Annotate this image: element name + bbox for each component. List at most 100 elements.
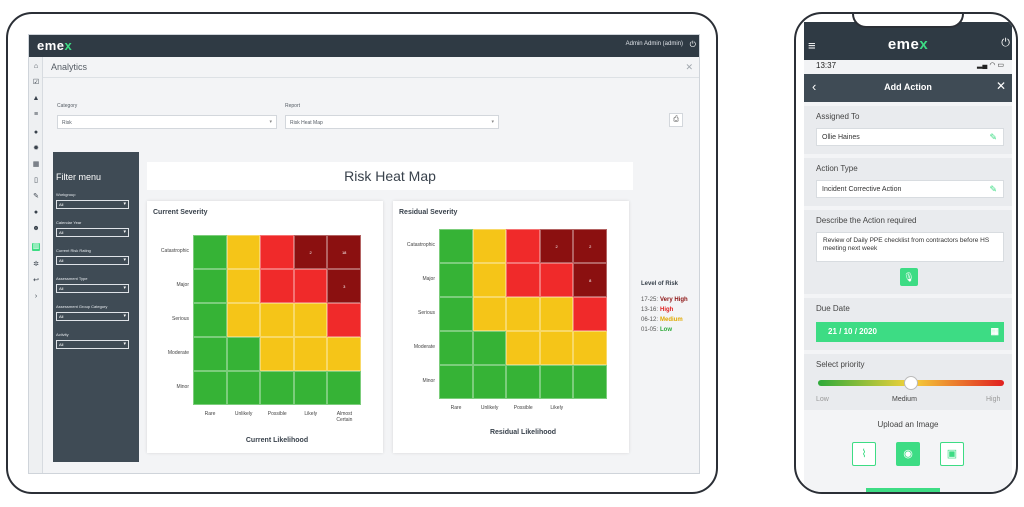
filter-select[interactable]: All ▾: [56, 228, 129, 237]
heatmap-cell[interactable]: [226, 337, 261, 371]
heatmap-cell[interactable]: [573, 365, 607, 399]
gear-icon[interactable]: ✹: [33, 145, 39, 152]
heatmap-cell[interactable]: [260, 371, 294, 405]
analytics-icon[interactable]: ▥: [32, 243, 40, 251]
heatmap-cell[interactable]: [193, 371, 227, 405]
status-bar: 13:37 ▂▄ ◠ ▭: [804, 60, 1012, 74]
heatmap-cell[interactable]: [439, 229, 473, 263]
report-select[interactable]: Risk Heat Map ▾: [285, 115, 499, 129]
heatmap-cell[interactable]: [439, 263, 473, 297]
category-select[interactable]: Risk ▾: [57, 115, 277, 129]
power-icon[interactable]: ⏻: [1001, 37, 1010, 49]
heatmap-cell[interactable]: [472, 331, 507, 365]
assigned-to-label: Assigned To: [816, 112, 860, 121]
microphone-button[interactable]: 🎙: [900, 268, 918, 286]
user-menu[interactable]: Admin Admin (admin): [625, 41, 683, 47]
assigned-to-field[interactable]: Ollie Haines ✎: [816, 128, 1004, 146]
logout-icon[interactable]: ↩: [33, 277, 39, 284]
heatmap-cell[interactable]: [193, 337, 227, 371]
heatmap-cell[interactable]: 18: [327, 235, 361, 269]
heatmap-cell[interactable]: 2: [539, 229, 574, 263]
hamburger-menu-icon[interactable]: ≡: [808, 38, 816, 53]
action-type-field[interactable]: Incident Corrective Action ✎: [816, 180, 1004, 198]
heatmap-cell[interactable]: [193, 303, 227, 337]
heatmap-cell[interactable]: [472, 365, 507, 399]
pencil-icon[interactable]: ✎: [989, 132, 997, 142]
heatmap-cell[interactable]: [506, 263, 540, 297]
close-icon[interactable]: ✕: [995, 79, 1006, 93]
list-icon[interactable]: ≡: [33, 111, 39, 118]
heatmap-cell[interactable]: [472, 297, 507, 331]
describe-action-textarea[interactable]: Review of Daily PPE checklist from contr…: [816, 232, 1004, 262]
warning-icon[interactable]: ▲: [32, 95, 40, 102]
heatmap-cell[interactable]: [293, 303, 328, 337]
emex-logo[interactable]: emex: [37, 38, 73, 53]
calendar-icon[interactable]: ▦: [32, 161, 40, 168]
attach-button[interactable]: ⌇: [852, 442, 876, 466]
chevron-right-icon[interactable]: ›: [34, 293, 38, 300]
heatmap-cell[interactable]: [327, 303, 361, 337]
heatmap-cell[interactable]: [260, 235, 294, 269]
calendar-icon[interactable]: ▦: [990, 326, 999, 336]
heatmap-cell[interactable]: [327, 371, 361, 405]
heatmap-cell[interactable]: [573, 297, 607, 331]
heatmap-cell[interactable]: 8: [573, 263, 607, 297]
close-icon[interactable]: ✕: [685, 62, 693, 72]
document-icon[interactable]: ▯: [34, 177, 38, 184]
chat-icon[interactable]: ●: [33, 129, 39, 136]
heatmap-cell[interactable]: [439, 365, 473, 399]
heatmap-cell[interactable]: 2: [293, 235, 328, 269]
heatmap-cell[interactable]: 3: [327, 269, 361, 303]
heatmap-cell[interactable]: [260, 303, 294, 337]
filter-select[interactable]: All ▾: [56, 256, 129, 265]
heatmap-cell[interactable]: [226, 303, 261, 337]
people-icon[interactable]: ☻: [32, 225, 40, 232]
info-icon[interactable]: ●: [33, 209, 39, 216]
heatmap-cell[interactable]: [293, 371, 328, 405]
heatmap-cell[interactable]: [327, 337, 361, 371]
heatmap-cell[interactable]: [506, 331, 540, 365]
heatmap-cell[interactable]: [506, 297, 540, 331]
heatmap-cell[interactable]: [193, 235, 227, 269]
pencil-icon[interactable]: ✎: [989, 184, 997, 194]
heatmap-cell[interactable]: [193, 269, 227, 303]
gallery-button[interactable]: ▣: [940, 442, 964, 466]
heatmap-cell[interactable]: [539, 297, 574, 331]
heatmap-cell[interactable]: [472, 263, 507, 297]
heatmap-cell[interactable]: [573, 331, 607, 365]
print-button[interactable]: ⎙: [669, 113, 683, 127]
heatmap-cell[interactable]: [226, 269, 261, 303]
emex-logo[interactable]: emex: [887, 36, 929, 53]
heatmap-cell[interactable]: [226, 235, 261, 269]
settings-icon[interactable]: ✲: [33, 261, 39, 268]
heatmap-cell[interactable]: [439, 297, 473, 331]
home-icon[interactable]: ⌂: [33, 63, 39, 70]
heatmap-cell[interactable]: [260, 269, 294, 303]
heatmap-cell[interactable]: [293, 269, 328, 303]
heatmap-cell[interactable]: [539, 263, 574, 297]
add-action-title: Add Action: [884, 82, 932, 92]
power-icon[interactable]: ⏻: [689, 40, 696, 49]
heatmap-cell[interactable]: 2: [573, 229, 607, 263]
filter-select[interactable]: All ▾: [56, 284, 129, 293]
heatmap-cell[interactable]: [472, 229, 507, 263]
filter-select[interactable]: All ▾: [56, 200, 129, 209]
priority-slider[interactable]: [818, 376, 1004, 390]
heatmap-cell[interactable]: [539, 331, 574, 365]
priority-slider-thumb[interactable]: [904, 376, 918, 390]
due-date-field[interactable]: 21 / 10 / 2020 ▦: [816, 322, 1004, 342]
heatmap-cell[interactable]: [260, 337, 294, 371]
camera-button[interactable]: ◉: [896, 442, 920, 466]
checklist-icon[interactable]: ☑: [32, 79, 40, 86]
heatmap-cell[interactable]: [439, 331, 473, 365]
heatmap-cell[interactable]: [539, 365, 574, 399]
heatmap-cell[interactable]: [506, 365, 540, 399]
filter-select[interactable]: All ▾: [56, 312, 129, 321]
heatmap-cell[interactable]: [226, 371, 261, 405]
filter-select[interactable]: All ▾: [56, 340, 129, 349]
heatmap-cell[interactable]: [506, 229, 540, 263]
wrench-icon[interactable]: ✎: [33, 193, 39, 200]
heatmap-cell[interactable]: [293, 337, 328, 371]
save-button[interactable]: [866, 488, 940, 492]
back-arrow-icon[interactable]: ‹: [812, 79, 817, 94]
